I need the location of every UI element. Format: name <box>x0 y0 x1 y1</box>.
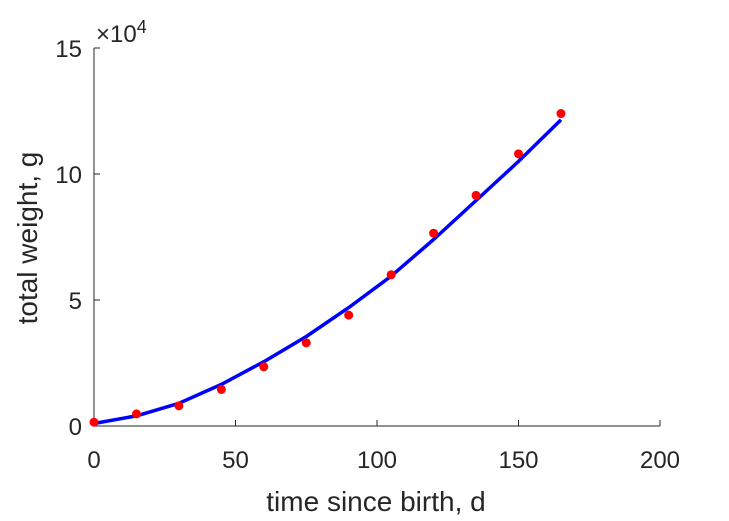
y-tick-label: 5 <box>69 288 82 315</box>
y-axis-label: total weight, g <box>12 152 43 325</box>
x-tick-label: 150 <box>498 447 538 474</box>
x-axis-label: time since birth, d <box>266 486 485 517</box>
y-tick-label: 15 <box>55 36 82 63</box>
data-point <box>89 417 99 427</box>
y-exponent-power: 4 <box>137 17 147 37</box>
data-point <box>174 401 184 411</box>
data-point <box>556 109 566 119</box>
y-tick-label: 0 <box>69 414 82 441</box>
x-tick-label: 50 <box>222 447 249 474</box>
x-tick-label: 100 <box>357 447 397 474</box>
data-point <box>259 362 269 372</box>
data-point <box>429 228 439 238</box>
data-point <box>471 190 481 200</box>
data-point <box>131 409 141 419</box>
axes: 0 50 100 150 200 0 5 10 15 <box>55 36 680 474</box>
data-point <box>344 310 354 320</box>
y-exponent-label: ×104 <box>96 17 147 48</box>
data-point <box>386 270 396 280</box>
plot-area <box>89 109 566 427</box>
y-tick-label: 10 <box>55 162 82 189</box>
y-exponent-base: ×10 <box>96 21 137 48</box>
data-point <box>514 149 523 159</box>
fit-curve <box>93 118 563 426</box>
x-tick-label: 200 <box>640 447 680 474</box>
x-tick-label: 0 <box>87 447 100 474</box>
data-point <box>301 338 311 348</box>
data-point <box>216 384 226 394</box>
